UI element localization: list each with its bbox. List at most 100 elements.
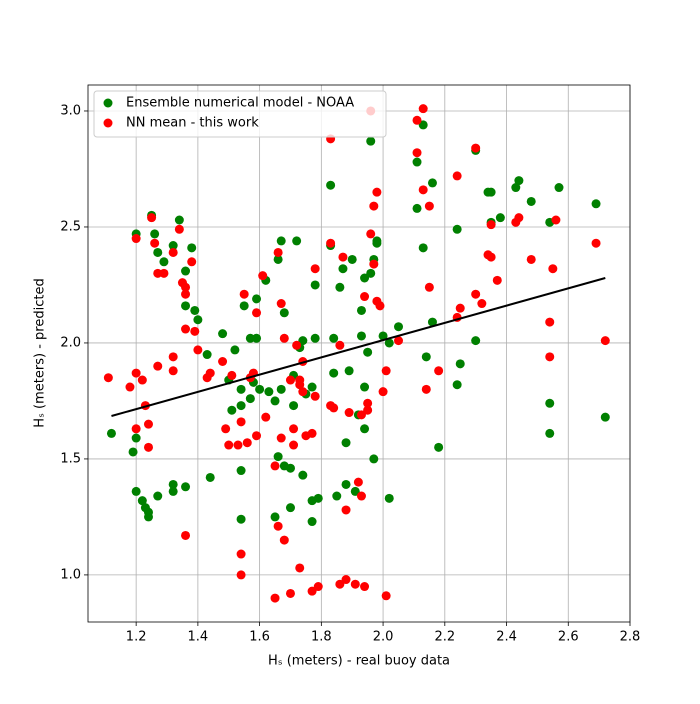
point xyxy=(193,345,203,355)
point xyxy=(168,241,178,251)
point xyxy=(187,257,197,267)
point xyxy=(310,280,320,290)
point xyxy=(181,289,191,299)
point xyxy=(255,384,265,394)
point xyxy=(310,264,320,274)
point xyxy=(279,535,289,545)
point xyxy=(363,405,373,415)
point xyxy=(252,294,262,304)
point xyxy=(486,187,496,197)
point xyxy=(298,470,308,480)
point xyxy=(233,440,243,450)
legend-box xyxy=(93,90,387,138)
point xyxy=(369,259,379,269)
y-tick-label: 2.5 xyxy=(60,219,81,234)
point xyxy=(227,405,237,415)
point xyxy=(366,136,376,146)
point xyxy=(131,234,141,244)
point xyxy=(335,579,345,589)
point xyxy=(270,593,280,603)
point xyxy=(526,196,536,206)
point xyxy=(273,452,283,462)
point xyxy=(486,220,496,230)
point xyxy=(591,238,601,248)
point xyxy=(137,375,147,385)
point xyxy=(221,424,231,434)
point xyxy=(159,257,169,267)
point xyxy=(356,491,366,501)
point xyxy=(526,254,536,264)
point xyxy=(412,157,422,167)
point xyxy=(600,412,610,422)
x-tick-label: 1.2 xyxy=(126,630,147,645)
point xyxy=(236,514,246,524)
point xyxy=(381,591,391,601)
point xyxy=(514,213,524,223)
point xyxy=(143,512,153,522)
point xyxy=(236,401,246,411)
point xyxy=(350,486,360,496)
point xyxy=(307,382,317,392)
point xyxy=(218,329,228,339)
point xyxy=(363,398,373,408)
point xyxy=(310,333,320,343)
y-tick-label: 2.0 xyxy=(60,335,81,350)
point xyxy=(236,466,246,476)
point xyxy=(329,333,339,343)
point xyxy=(150,229,160,239)
point xyxy=(190,326,200,336)
point xyxy=(427,317,437,327)
point xyxy=(384,338,394,348)
point xyxy=(545,317,555,327)
point xyxy=(227,370,237,380)
point xyxy=(187,243,197,253)
point xyxy=(276,433,286,443)
point xyxy=(356,305,366,315)
x-tick-label: 2.8 xyxy=(620,630,641,645)
point xyxy=(545,428,555,438)
point xyxy=(289,440,299,450)
point xyxy=(230,345,240,355)
point xyxy=(356,410,366,420)
point xyxy=(421,352,431,362)
point xyxy=(313,493,323,503)
point xyxy=(353,477,363,487)
point xyxy=(471,143,481,153)
point xyxy=(128,447,138,457)
point xyxy=(344,366,354,376)
point xyxy=(363,347,373,357)
point xyxy=(486,252,496,262)
point xyxy=(329,368,339,378)
point xyxy=(350,579,360,589)
point xyxy=(279,333,289,343)
point xyxy=(270,512,280,522)
point xyxy=(242,438,252,448)
point xyxy=(273,521,283,531)
point xyxy=(261,412,271,422)
point xyxy=(326,238,336,248)
point xyxy=(174,224,184,234)
point xyxy=(264,387,274,397)
point xyxy=(245,394,255,404)
point xyxy=(310,391,320,401)
point xyxy=(600,336,610,346)
point xyxy=(471,289,481,299)
point xyxy=(181,282,191,292)
y-tick-label: 3.0 xyxy=(60,103,81,118)
point xyxy=(418,104,428,114)
point xyxy=(181,530,191,540)
x-tick-label: 2.2 xyxy=(434,630,455,645)
point xyxy=(168,352,178,362)
point xyxy=(289,401,299,411)
point xyxy=(332,491,342,501)
point xyxy=(159,268,169,278)
point xyxy=(591,199,601,209)
point xyxy=(360,582,370,592)
point xyxy=(224,440,234,450)
point xyxy=(394,322,404,332)
point xyxy=(424,282,434,292)
point xyxy=(276,299,286,309)
point xyxy=(289,424,299,434)
point xyxy=(372,187,382,197)
